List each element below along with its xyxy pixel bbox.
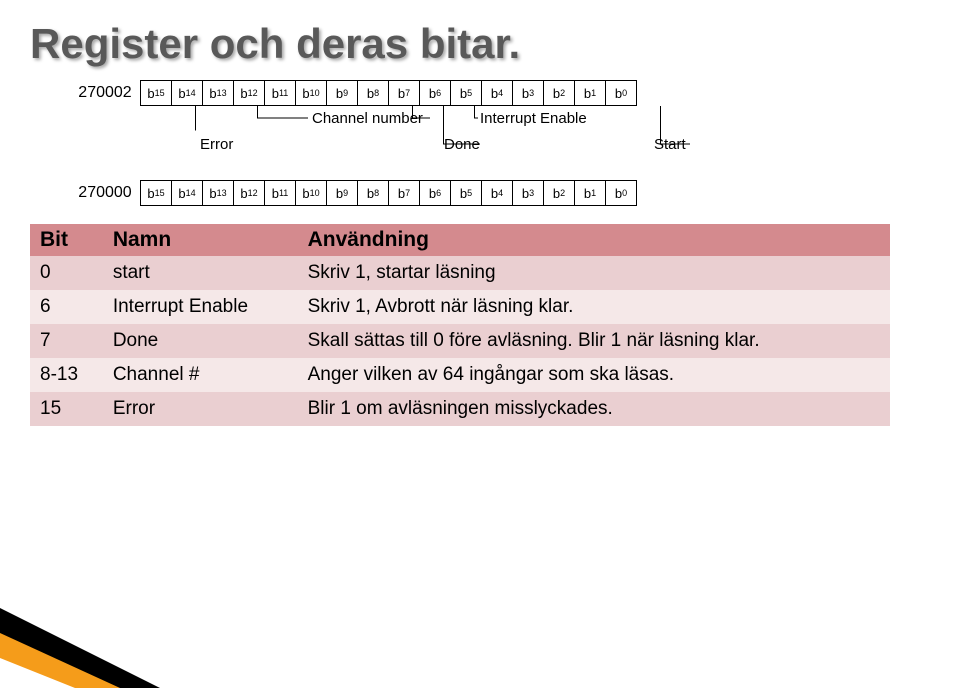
page-title: Register och deras bitar. [30, 20, 929, 68]
bit-cell: b14 [171, 180, 203, 206]
bit-cell: b9 [326, 180, 358, 206]
bit-cell: b4 [481, 180, 513, 206]
bit-cell: b8 [357, 80, 389, 106]
reg-addr-270002: 270002 [70, 80, 140, 106]
bit-cell: b13 [202, 180, 234, 206]
bit-cell: b0 [605, 80, 637, 106]
bit-cell: b12 [233, 80, 265, 106]
table-cell: 8-13 [30, 358, 103, 392]
bit-cell: b9 [326, 80, 358, 106]
bit-cell: b0 [605, 180, 637, 206]
register-270000: 270000 b15b14b13b12b11b10b9b8b7b6b5b4b3b… [70, 180, 929, 206]
label-interrupt-enable: Interrupt Enable [480, 110, 587, 127]
table-cell: start [103, 256, 298, 290]
table-header-cell: Användning [298, 224, 890, 256]
table-cell: 0 [30, 256, 103, 290]
bit-cell: b5 [450, 80, 482, 106]
bit-cell: b10 [295, 80, 327, 106]
table-row: 6Interrupt EnableSkriv 1, Avbrott när lä… [30, 290, 890, 324]
table-cell: 6 [30, 290, 103, 324]
bit-cell: b8 [357, 180, 389, 206]
table-cell: 7 [30, 324, 103, 358]
corner-decoration [0, 578, 260, 688]
bit-cell: b1 [574, 80, 606, 106]
bit-cell: b2 [543, 80, 575, 106]
label-channel-number: Channel number [312, 110, 423, 127]
table-cell: Error [103, 392, 298, 426]
table-cell: Anger vilken av 64 ingångar som ska läsa… [298, 358, 890, 392]
bit-cell: b4 [481, 80, 513, 106]
bit-cell: b15 [140, 80, 172, 106]
bit-cell: b14 [171, 80, 203, 106]
bit-cell: b3 [512, 80, 544, 106]
label-start: Start [654, 136, 686, 153]
bit-definition-table: BitNamnAnvändning 0startSkriv 1, startar… [30, 224, 890, 426]
bit-cell: b6 [419, 80, 451, 106]
bit-cell: b6 [419, 180, 451, 206]
reg-addr-270000: 270000 [70, 180, 140, 206]
register-270002-annotations: Channel number Error Interrupt Enable Do… [180, 106, 929, 162]
label-error: Error [200, 136, 233, 153]
table-cell: Blir 1 om avläsningen misslyckades. [298, 392, 890, 426]
bit-cell: b7 [388, 80, 420, 106]
table-cell: Done [103, 324, 298, 358]
table-cell: 15 [30, 392, 103, 426]
bit-cell: b11 [264, 80, 296, 106]
table-header-row: BitNamnAnvändning [30, 224, 890, 256]
table-row: 15ErrorBlir 1 om avläsningen misslyckade… [30, 392, 890, 426]
table-cell: Skriv 1, startar läsning [298, 256, 890, 290]
bit-cell: b3 [512, 180, 544, 206]
register-270002: 270002 b15b14b13b12b11b10b9b8b7b6b5b4b3b… [70, 80, 929, 162]
bit-cell: b13 [202, 80, 234, 106]
bit-cell: b7 [388, 180, 420, 206]
table-header-cell: Bit [30, 224, 103, 256]
bit-cell: b2 [543, 180, 575, 206]
table-cell: Channel # [103, 358, 298, 392]
bit-cell: b15 [140, 180, 172, 206]
table-row: 8-13Channel #Anger vilken av 64 ingångar… [30, 358, 890, 392]
label-done: Done [444, 136, 480, 153]
table-header-cell: Namn [103, 224, 298, 256]
bit-cell: b11 [264, 180, 296, 206]
bit-cell: b12 [233, 180, 265, 206]
bit-cell: b5 [450, 180, 482, 206]
table-row: 7DoneSkall sättas till 0 före avläsning.… [30, 324, 890, 358]
bit-cell: b10 [295, 180, 327, 206]
table-row: 0startSkriv 1, startar läsning [30, 256, 890, 290]
table-cell: Skriv 1, Avbrott när läsning klar. [298, 290, 890, 324]
table-cell: Skall sättas till 0 före avläsning. Blir… [298, 324, 890, 358]
table-cell: Interrupt Enable [103, 290, 298, 324]
bit-cell: b1 [574, 180, 606, 206]
